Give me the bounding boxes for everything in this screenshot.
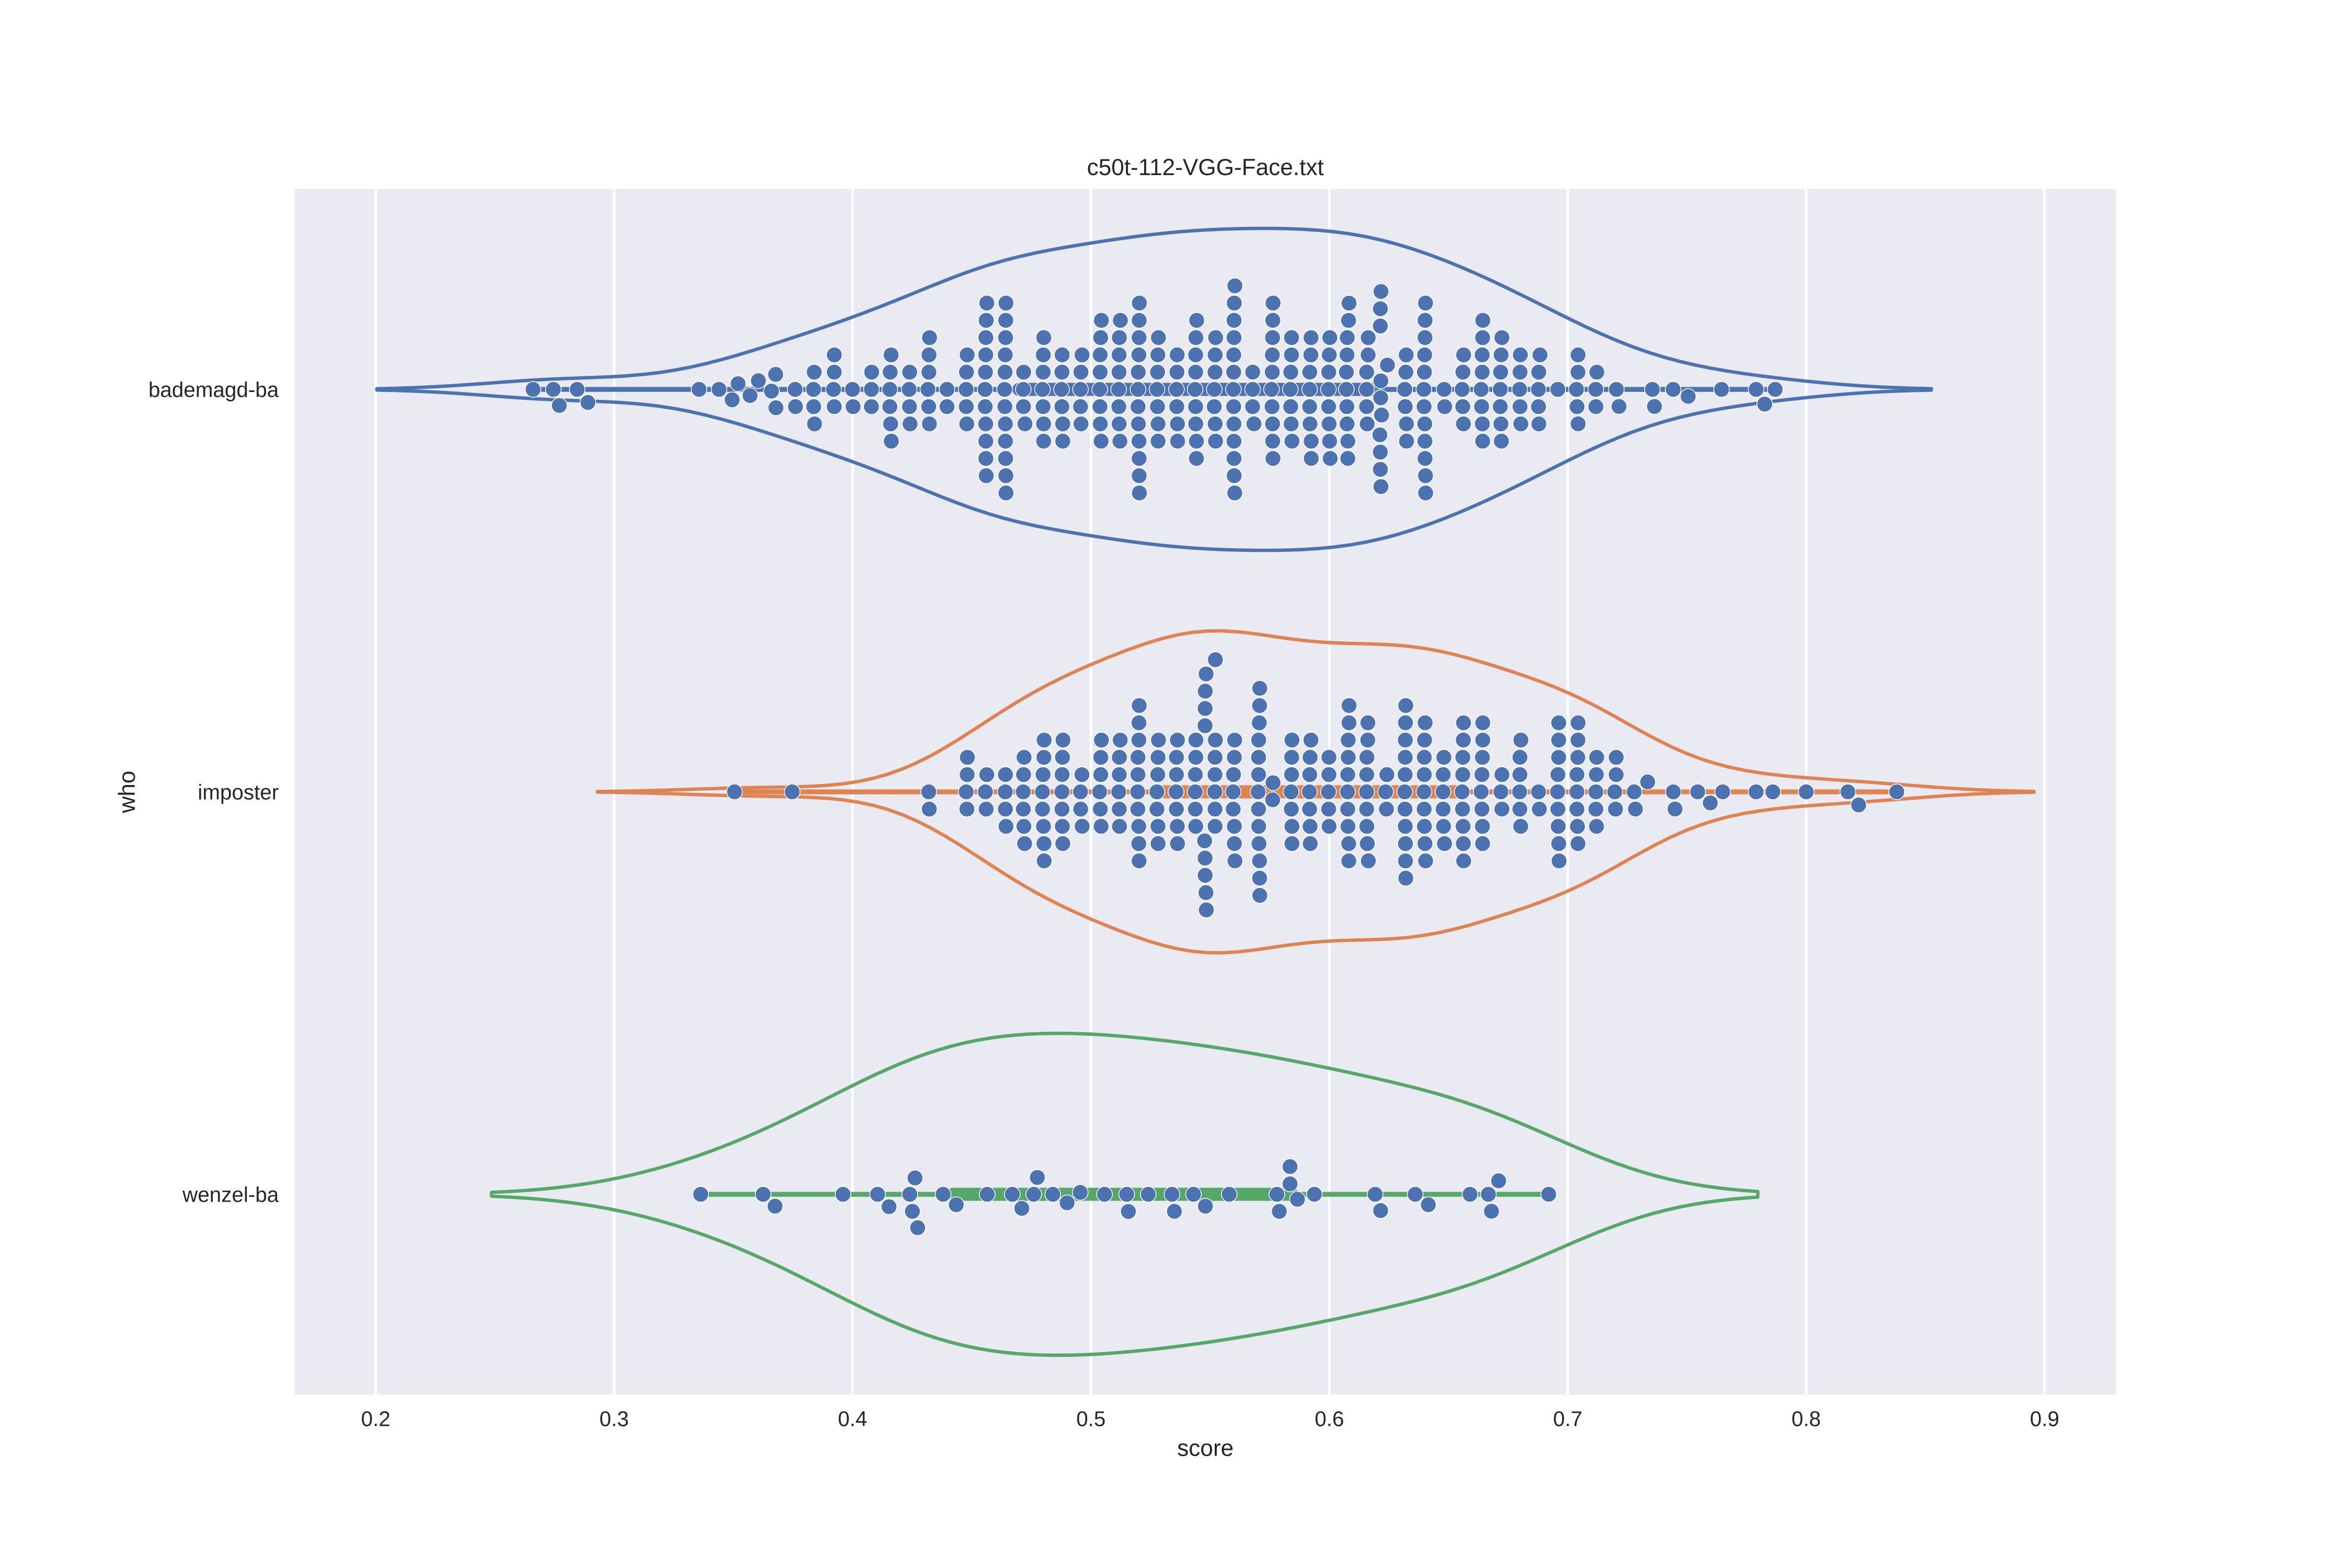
svg-text:c50t-112-VGG-Face.txt: c50t-112-VGG-Face.txt — [1087, 155, 1324, 180]
svg-text:who: who — [114, 770, 140, 813]
svg-text:0.8: 0.8 — [1792, 1406, 1821, 1431]
svg-text:0.3: 0.3 — [599, 1406, 629, 1431]
svg-text:0.7: 0.7 — [1553, 1406, 1582, 1431]
svg-text:0.6: 0.6 — [1315, 1406, 1344, 1431]
svg-text:bademagd-ba: bademagd-ba — [148, 378, 279, 402]
svg-text:0.9: 0.9 — [2030, 1406, 2059, 1431]
svg-text:score: score — [1177, 1436, 1233, 1461]
svg-text:0.4: 0.4 — [838, 1406, 867, 1431]
svg-text:0.2: 0.2 — [361, 1406, 390, 1431]
svg-text:imposter: imposter — [198, 780, 279, 804]
svg-text:wenzel-ba: wenzel-ba — [182, 1183, 279, 1207]
svg-text:0.5: 0.5 — [1076, 1406, 1105, 1431]
